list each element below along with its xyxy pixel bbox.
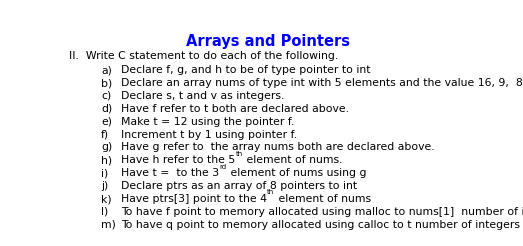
Text: To have f point to memory allocated using malloc to nums[1]  number of integers: To have f point to memory allocated usin…: [121, 207, 523, 217]
Text: Have t =  to the 3: Have t = to the 3: [121, 168, 220, 178]
Text: a): a): [101, 65, 112, 75]
Text: element of nums using g: element of nums using g: [226, 168, 366, 178]
Text: Increment t by 1 using pointer f.: Increment t by 1 using pointer f.: [121, 130, 298, 140]
Text: II.  Write C statement to do each of the following.: II. Write C statement to do each of the …: [70, 51, 339, 61]
Text: j): j): [101, 181, 108, 191]
Text: Have ptrs[3] point to the 4: Have ptrs[3] point to the 4: [121, 194, 267, 204]
Text: d): d): [101, 104, 112, 114]
Text: To have q point to memory allocated using calloc to t number of integers: To have q point to memory allocated usin…: [121, 220, 520, 230]
Text: th: th: [267, 189, 275, 195]
Text: Have g refer to  the array nums both are declared above.: Have g refer to the array nums both are …: [121, 142, 435, 153]
Text: m): m): [101, 220, 116, 230]
Text: Have h refer to the 5: Have h refer to the 5: [121, 155, 235, 165]
Text: Make t = 12 using the pointer f.: Make t = 12 using the pointer f.: [121, 117, 294, 127]
Text: e): e): [101, 117, 112, 127]
Text: rd: rd: [220, 164, 226, 169]
Text: Declare f, g, and h to be of type pointer to int: Declare f, g, and h to be of type pointe…: [121, 65, 371, 75]
Text: Arrays and Pointers: Arrays and Pointers: [186, 34, 350, 49]
Text: h): h): [101, 155, 112, 165]
Text: b): b): [101, 78, 112, 88]
Text: th: th: [235, 151, 243, 157]
Text: Have f refer to t both are declared above.: Have f refer to t both are declared abov…: [121, 104, 349, 114]
Text: Declare an array nums of type int with 5 elements and the value 16, 9,  8,7 and : Declare an array nums of type int with 5…: [121, 78, 523, 88]
Text: c): c): [101, 91, 111, 101]
Text: f): f): [101, 130, 109, 140]
Text: element of nums: element of nums: [275, 194, 371, 204]
Text: i): i): [101, 168, 108, 178]
Text: Declare ptrs as an array of 8 pointers to int: Declare ptrs as an array of 8 pointers t…: [121, 181, 357, 191]
Text: k): k): [101, 194, 112, 204]
Text: Declare s, t and v as integers.: Declare s, t and v as integers.: [121, 91, 285, 101]
Text: element of nums.: element of nums.: [243, 155, 343, 165]
Text: g): g): [101, 142, 112, 153]
Text: l): l): [101, 207, 108, 217]
